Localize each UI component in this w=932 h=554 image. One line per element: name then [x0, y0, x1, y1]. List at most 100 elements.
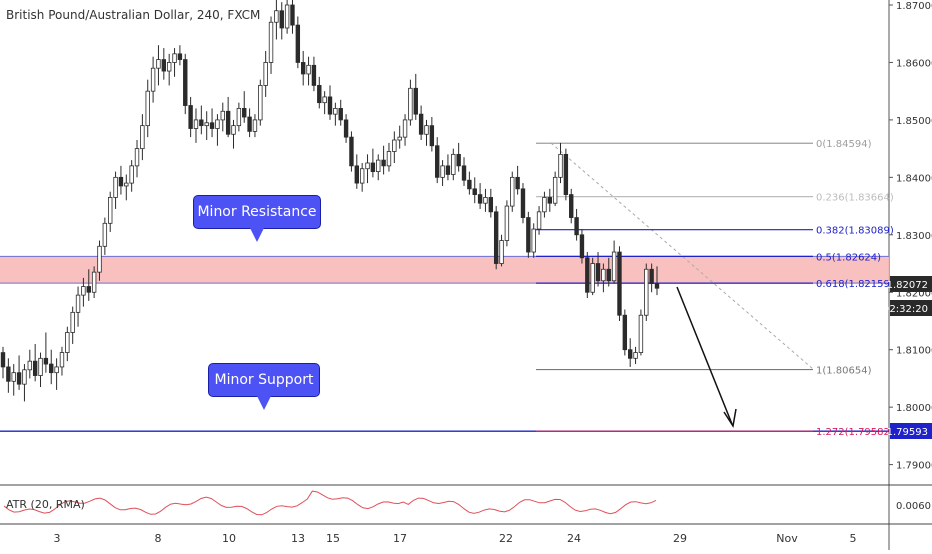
minor-support-callout[interactable]: Minor Support — [208, 363, 320, 410]
candle — [322, 91, 327, 115]
price-tick-label: 1.83000 — [896, 231, 932, 242]
candle — [263, 50, 268, 97]
candle — [124, 174, 129, 201]
candle — [27, 349, 33, 379]
price-tick-label: 1.79000 — [896, 461, 932, 472]
candle — [290, 0, 295, 34]
candle — [338, 99, 343, 126]
candle — [638, 309, 644, 356]
candle — [43, 332, 49, 373]
callout-pointer — [257, 396, 271, 410]
candle — [349, 131, 354, 172]
time-axis[interactable]: 3 8 10 13 15 17 22 24 29 Nov 5 — [54, 532, 857, 545]
candle — [209, 108, 215, 138]
candle — [140, 114, 145, 161]
candle — [252, 114, 258, 138]
minor-resistance-label: Minor Resistance — [197, 204, 317, 220]
target-price-badge: 1.79593 — [887, 423, 932, 439]
candle — [16, 355, 22, 390]
price-axis[interactable]: 1.87000 1.86000 1.85000 1.84000 1.83000 1.820… — [889, 1, 932, 472]
last-price-badge: 1.82072 02:32:20 — [883, 276, 932, 316]
price-tick-label: 1.85000 — [896, 116, 932, 127]
fib-level-label: 0.236(1.83664) — [816, 193, 894, 204]
candle — [424, 119, 429, 146]
candle — [113, 171, 118, 209]
candle — [392, 131, 397, 163]
candle — [354, 154, 360, 189]
fib-level-label: 0.382(1.83089) — [816, 226, 894, 237]
price-tick-label: 1.84000 — [896, 173, 932, 184]
candle — [381, 145, 386, 175]
candle — [247, 108, 252, 138]
candle — [145, 79, 150, 138]
candle — [59, 346, 65, 376]
candle — [284, 0, 290, 34]
candle — [199, 105, 204, 135]
resistance-zone[interactable] — [0, 256, 889, 284]
target-price-value: 1.79593 — [887, 427, 928, 438]
candle — [311, 56, 317, 92]
candle — [188, 96, 193, 138]
candle — [408, 79, 413, 126]
candle — [0, 346, 6, 379]
candle — [617, 246, 622, 321]
fib-level-label: 0(1.84594) — [816, 139, 872, 150]
candle — [54, 358, 59, 390]
candle — [86, 269, 91, 301]
candle — [300, 50, 306, 86]
candle — [306, 56, 311, 86]
price-tick-label: 1.86000 — [896, 58, 932, 69]
time-tick-label: Nov — [776, 532, 798, 545]
candle — [622, 309, 628, 356]
candle — [547, 188, 552, 212]
candle — [435, 137, 440, 184]
candle — [569, 188, 574, 224]
time-tick-label: 3 — [54, 532, 61, 545]
candle — [429, 117, 435, 152]
candle — [558, 142, 563, 184]
minor-support-label: Minor Support — [214, 372, 314, 388]
candle — [150, 56, 156, 103]
candle — [606, 257, 611, 287]
candle — [129, 160, 134, 192]
candle — [333, 102, 338, 126]
candle — [258, 79, 263, 126]
candle — [102, 217, 108, 255]
minor-resistance-callout[interactable]: Minor Resistance — [193, 195, 321, 242]
candle — [32, 343, 38, 382]
fib-extension-tool[interactable]: 0(1.84594) 0.236(1.83664) 0.382(1.83089) 0.… — [536, 139, 894, 438]
time-tick-label: 15 — [326, 532, 340, 545]
candle — [477, 183, 483, 209]
candle — [531, 223, 536, 258]
candle — [279, 2, 284, 40]
time-tick-label: 17 — [393, 532, 407, 545]
candle — [504, 200, 510, 247]
candle — [386, 142, 392, 172]
time-tick-label: 5 — [850, 532, 857, 545]
candle — [365, 154, 370, 184]
candle — [493, 206, 499, 270]
atr-indicator-line — [3, 490, 657, 516]
price-tick-label: 1.87000 — [896, 1, 932, 12]
candle — [343, 114, 349, 143]
candle — [38, 352, 43, 388]
candle — [536, 206, 542, 235]
candle — [317, 76, 322, 109]
candle — [413, 73, 418, 120]
bar-countdown: 02:32:20 — [883, 304, 928, 315]
last-price-value: 1.82072 — [887, 280, 928, 291]
fib-trend-dashed-line[interactable] — [550, 142, 814, 370]
candle — [327, 85, 333, 120]
candle — [574, 208, 579, 241]
time-tick-label: 29 — [673, 532, 687, 545]
candle — [542, 191, 547, 218]
candle — [579, 229, 585, 264]
candle — [118, 165, 124, 195]
candle — [359, 162, 365, 192]
candle — [75, 286, 81, 327]
projection-arrow[interactable] — [676, 286, 733, 425]
candle — [627, 338, 633, 367]
price-tick-label: 1.80000 — [896, 403, 932, 414]
